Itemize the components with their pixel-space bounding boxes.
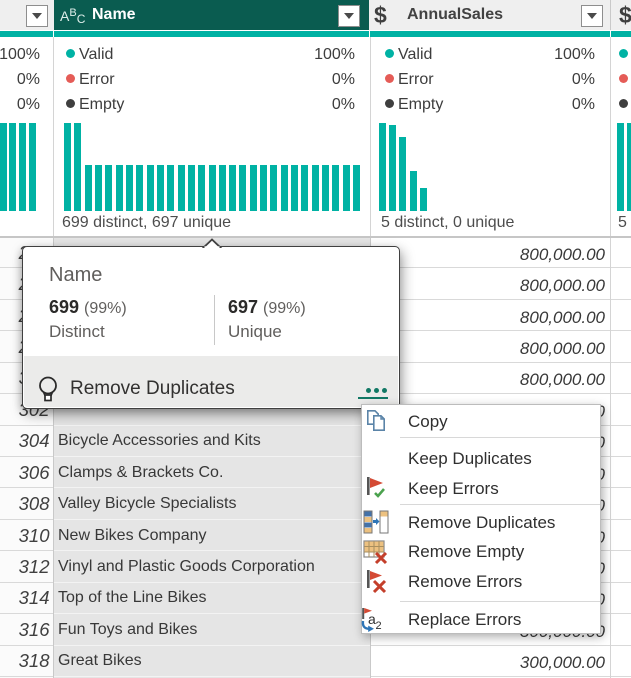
svg-text:2: 2 — [376, 620, 382, 632]
svg-text:a: a — [368, 611, 376, 627]
